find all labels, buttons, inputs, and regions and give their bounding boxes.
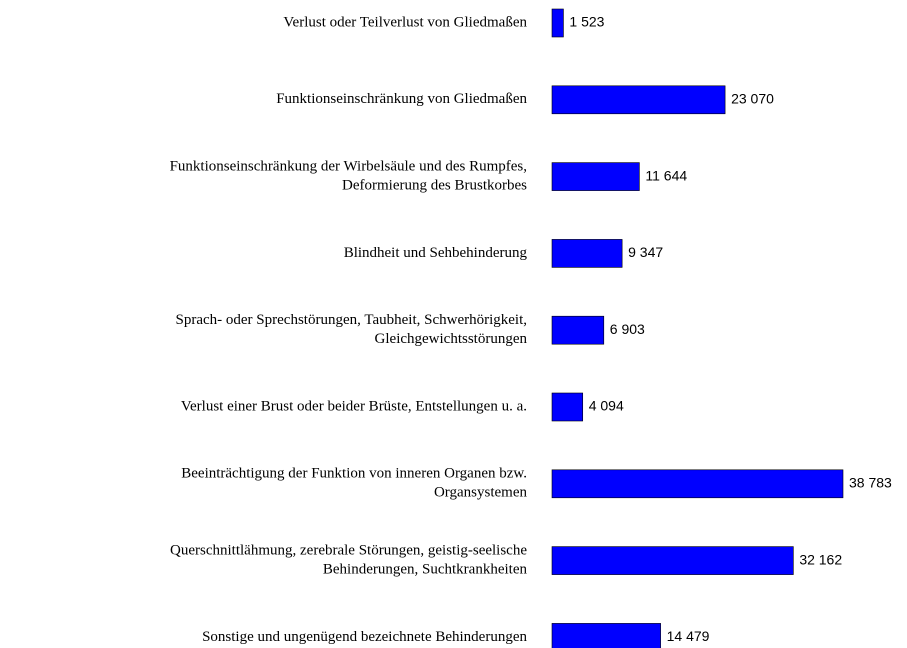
category-label: Funktionseinschränkung der Wirbelsäule u… — [170, 159, 527, 175]
category-label: Verlust einer Brust oder beider Brüste, … — [181, 398, 527, 414]
bar — [551, 162, 640, 191]
category-label: Beeinträchtigung der Funktion von innere… — [181, 466, 527, 482]
value-label: 38 783 — [849, 475, 892, 491]
value-label: 6 903 — [610, 321, 645, 337]
category-label: Verlust oder Teilverlust von Gliedmaßen — [283, 14, 527, 30]
category-label: Funktionseinschränkung von Gliedmaßen — [276, 91, 527, 107]
category-label: Organsystemen — [434, 485, 528, 501]
category-label: Deformierung des Brustkorbes — [342, 178, 527, 194]
bar — [551, 469, 844, 499]
category-label: Behinderungen, Suchtkrankheiten — [323, 562, 528, 578]
bar — [551, 8, 564, 38]
category-label: Blindheit und Sehbehinderung — [344, 245, 528, 261]
bar — [551, 392, 584, 422]
value-label: 4 094 — [589, 398, 624, 414]
value-label: 32 162 — [799, 551, 842, 567]
value-label: 11 644 — [645, 167, 687, 183]
bar — [551, 239, 623, 268]
category-label: Gleichgewichtsstörungen — [375, 331, 528, 347]
value-label: 14 479 — [667, 628, 710, 644]
value-label: 9 347 — [628, 244, 663, 260]
category-label: Sprach- oder Sprechstörungen, Taubheit, … — [176, 312, 528, 328]
bar — [551, 315, 605, 345]
value-label: 1 523 — [569, 14, 604, 30]
category-label: Querschnittlähmung, zerebrale Störungen,… — [170, 543, 527, 559]
category-label: Sonstige und ungenügend bezeichnete Behi… — [202, 629, 527, 645]
value-label: 23 070 — [731, 91, 774, 107]
bar — [551, 546, 794, 575]
bar — [551, 623, 661, 648]
bar — [551, 85, 726, 115]
